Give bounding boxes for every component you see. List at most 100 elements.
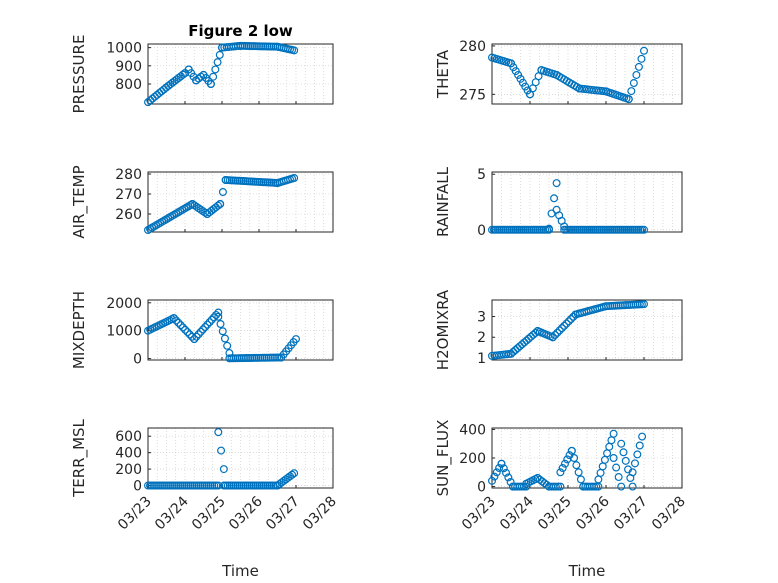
- panel-right-2: 0 5 RAINFALL: [434, 166, 683, 239]
- data-point: [558, 464, 567, 473]
- data-point: [218, 188, 227, 197]
- data-point: [178, 323, 187, 332]
- data-point: [490, 472, 499, 481]
- data-point: [609, 454, 618, 463]
- data-point: [572, 461, 581, 470]
- data-point: [504, 473, 513, 482]
- data-point: [607, 436, 616, 445]
- data-point: [592, 482, 601, 491]
- x-axis-label: Time: [221, 562, 259, 580]
- y-axis-label: THETA: [434, 49, 452, 99]
- y-tick-label: 0: [133, 479, 142, 495]
- data-point: [212, 310, 221, 319]
- data-point: [215, 50, 224, 59]
- chart-title: Figure 2 low: [188, 22, 293, 40]
- y-axis-label: RAINFALL: [434, 166, 452, 237]
- y-tick-label: 2000: [106, 296, 142, 312]
- data-point: [617, 439, 626, 448]
- data-point: [502, 468, 511, 477]
- data-point: [507, 59, 516, 68]
- panel-right-1: 275 280 THETA: [434, 39, 683, 105]
- data-point: [492, 468, 501, 477]
- panel-left-3: 0 1000 2000 MIXDEPTH: [70, 291, 334, 369]
- y-tick-label: 275: [459, 87, 486, 103]
- data-point: [183, 328, 192, 337]
- data-point: [605, 442, 614, 451]
- data-point: [639, 225, 648, 234]
- data-point: [637, 54, 646, 63]
- data-point: [203, 320, 212, 329]
- data-point: [628, 468, 637, 477]
- data-point: [216, 200, 225, 209]
- data-point: [639, 46, 648, 55]
- data-point: [205, 318, 214, 327]
- data-point: [550, 194, 559, 203]
- data-point: [554, 482, 563, 491]
- data-point: [290, 174, 299, 183]
- data-point: [627, 87, 636, 96]
- data-point: [198, 325, 207, 334]
- y-tick-label: 600: [115, 429, 142, 445]
- y-tick-label: 5: [477, 167, 486, 183]
- data-point: [511, 67, 520, 76]
- data-point: [169, 314, 178, 323]
- y-tick-label: 280: [115, 167, 142, 183]
- data-point: [206, 79, 215, 88]
- data-point: [292, 335, 301, 344]
- data-point: [495, 464, 504, 473]
- data-point: [629, 79, 638, 88]
- data-point: [612, 463, 621, 472]
- data-point: [630, 459, 639, 468]
- y-axis-label: SUN_FLUX: [434, 420, 453, 497]
- data-point: [548, 333, 557, 342]
- data-point: [639, 300, 648, 309]
- data-point: [290, 46, 299, 55]
- y-tick-label: 280: [459, 39, 486, 55]
- y-tick-label: 1: [477, 351, 486, 367]
- data-point: [178, 70, 187, 79]
- data-point: [621, 456, 630, 465]
- data-point: [211, 65, 220, 74]
- data-point: [194, 330, 203, 339]
- data-point: [214, 428, 223, 437]
- data-point: [619, 448, 628, 457]
- x-tick-label: 03/26: [226, 493, 266, 533]
- y-tick-label: 400: [115, 446, 142, 462]
- data-point: [544, 224, 553, 233]
- x-tick-label: 03/28: [300, 494, 340, 534]
- data-point: [209, 313, 218, 322]
- data-point: [617, 482, 626, 491]
- data-point: [638, 432, 647, 441]
- data-point: [633, 450, 642, 459]
- data-point: [509, 63, 518, 72]
- y-tick-label: 0: [477, 480, 486, 496]
- data-point: [596, 468, 605, 477]
- data-point: [635, 441, 644, 450]
- y-tick-label: 3: [477, 310, 486, 326]
- data-point: [223, 341, 232, 350]
- data-point: [214, 312, 223, 321]
- y-axis-label: AIR_TEMP: [70, 165, 89, 238]
- y-tick-label: 0: [477, 223, 486, 239]
- data-point: [594, 475, 603, 484]
- y-tick-label: 1000: [106, 324, 142, 340]
- y-tick-label: 260: [115, 207, 142, 223]
- data-point: [518, 78, 527, 87]
- data-point: [172, 316, 181, 325]
- data-point: [628, 482, 637, 491]
- data-point: [216, 320, 225, 329]
- data-point: [557, 324, 566, 333]
- data-point: [590, 482, 599, 491]
- data-point: [556, 482, 565, 491]
- data-point: [225, 349, 234, 358]
- y-tick-label: 2: [477, 330, 486, 346]
- data-point: [614, 473, 623, 482]
- x-tick-label: 03/24: [152, 493, 192, 533]
- data-point: [547, 209, 556, 218]
- axes-frame: [147, 171, 334, 233]
- panel-left-2: 260 270 280 AIR_TEMP: [70, 165, 334, 239]
- x-tick-label: 03/23: [459, 494, 499, 534]
